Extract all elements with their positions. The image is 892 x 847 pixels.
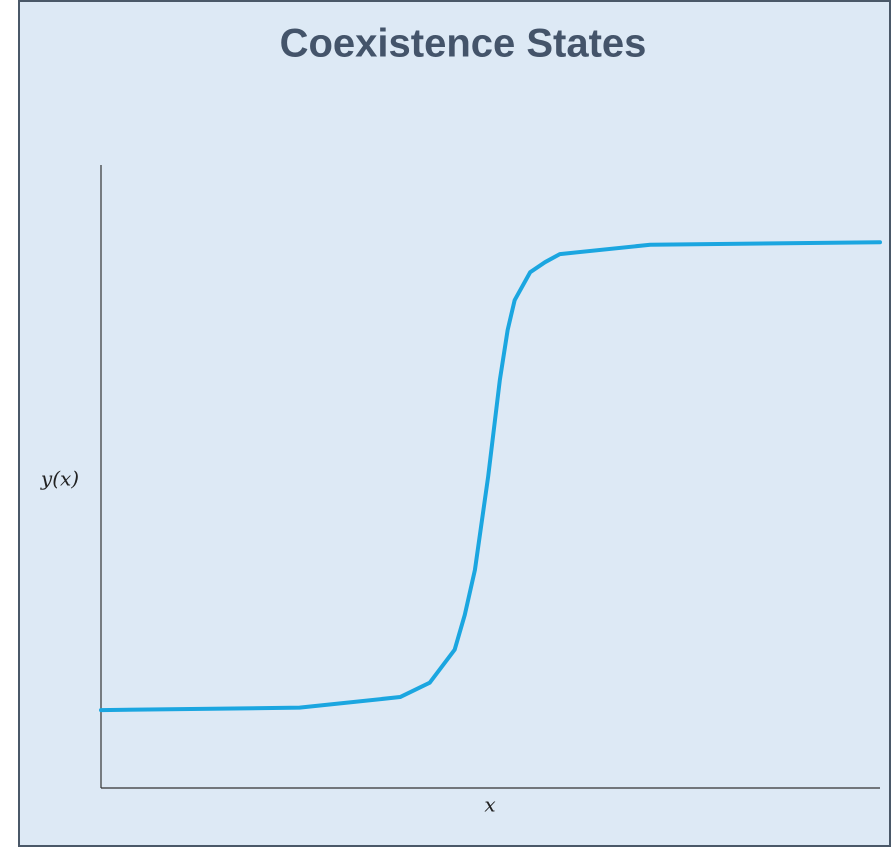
- x-axis-label: x: [484, 793, 495, 817]
- curve: [99, 240, 882, 713]
- panel: [18, 0, 891, 847]
- chart-title: Coexistence States: [280, 22, 647, 66]
- y-axis-label: y(x): [40, 467, 79, 491]
